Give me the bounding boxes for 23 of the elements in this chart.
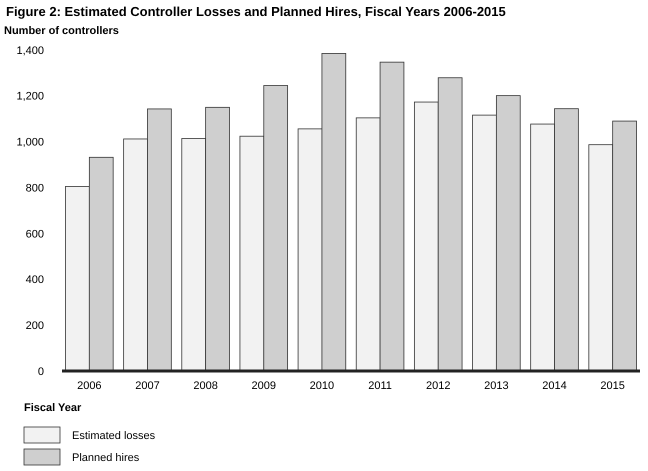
y-axis-title: Number of controllers: [4, 25, 119, 37]
y-tick-label: 600: [26, 228, 44, 240]
x-tick-label: 2008: [193, 380, 218, 392]
y-tick-label: 1,200: [16, 90, 44, 103]
x-tick-label: 2011: [368, 380, 392, 392]
legend-label: Estimated losses: [72, 430, 156, 442]
y-tick-label: 800: [26, 182, 44, 194]
x-axis-title: Fiscal Year: [24, 402, 82, 414]
x-tick-label: 2010: [310, 380, 334, 392]
y-tick-label: 1,400: [16, 44, 44, 57]
x-tick-label: 2014: [542, 380, 567, 392]
x-tick-label: 2009: [252, 380, 276, 392]
legend-label: Planned hires: [72, 452, 140, 464]
y-tick-label: 200: [26, 320, 44, 332]
x-tick-label: 2012: [426, 380, 450, 392]
y-tick-label: 400: [26, 274, 44, 286]
chart-title: Figure 2: Estimated Controller Losses and Planned Hires, Fiscal Years 2006-2015: [6, 4, 506, 19]
x-tick-label: 2007: [135, 380, 160, 392]
y-tick-label: 1,000: [16, 136, 44, 149]
x-tick-label: 2006: [77, 380, 102, 392]
x-tick-label: 2013: [484, 380, 509, 392]
y-tick-label: 0: [38, 366, 44, 378]
x-tick-label: 2015: [600, 380, 625, 392]
